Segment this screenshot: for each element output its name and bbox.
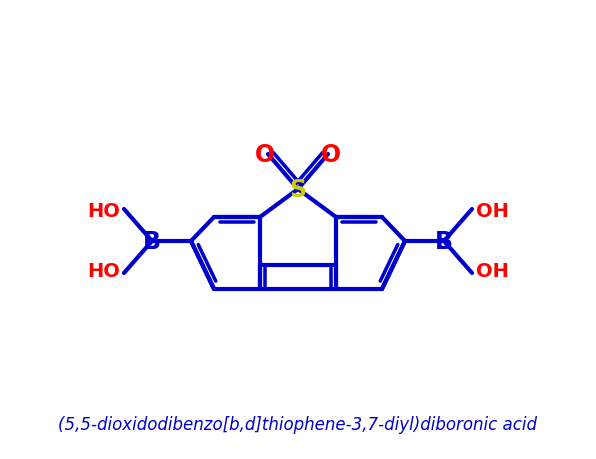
Text: B: B [143,230,161,253]
Text: B: B [435,230,453,253]
Text: HO: HO [87,202,120,221]
Text: OH: OH [476,262,509,281]
Text: O: O [321,143,341,167]
Text: HO: HO [87,262,120,281]
Text: (5,5-dioxidodibenzo[b,d]thiophene-3,7-diyl)diboronic acid: (5,5-dioxidodibenzo[b,d]thiophene-3,7-di… [58,415,538,433]
Text: S: S [290,178,306,202]
Text: OH: OH [476,202,509,221]
Text: O: O [255,143,275,167]
